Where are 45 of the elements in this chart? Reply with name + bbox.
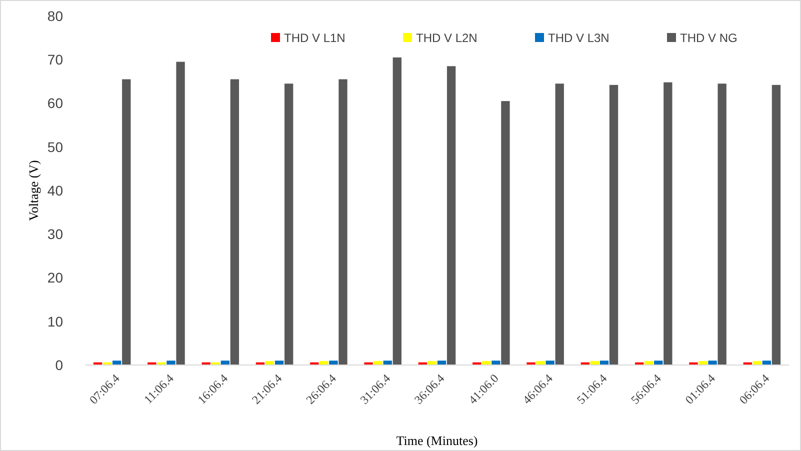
- bar: [664, 82, 672, 365]
- y-tick-label: 70: [47, 52, 64, 68]
- y-tick-label: 10: [47, 313, 64, 330]
- bar: [446, 66, 456, 365]
- bar: [501, 101, 510, 365]
- y-tick-label: 30: [47, 226, 64, 242]
- legend-label: THD V L3N: [548, 31, 610, 46]
- bar: [600, 360, 609, 365]
- x-axis-title: Time (Minutes): [396, 433, 478, 448]
- bar: [698, 361, 708, 365]
- bar: [492, 360, 500, 365]
- bar: [329, 360, 338, 365]
- y-tick-label: 0: [55, 356, 64, 373]
- y-tick-label: 40: [47, 182, 64, 198]
- bar: [392, 57, 402, 365]
- legend-label: THD V NG: [680, 31, 738, 46]
- bar: [220, 360, 230, 365]
- bar: [122, 79, 131, 365]
- legend-label: THD V L2N: [416, 31, 478, 46]
- bar: [320, 361, 328, 365]
- bar: [284, 84, 294, 365]
- bar: [762, 360, 772, 365]
- bar: [112, 360, 122, 365]
- bar: [555, 84, 564, 365]
- y-tick-label: 20: [47, 270, 64, 286]
- bar: [609, 84, 618, 365]
- y-axis-title: Voltage (V): [26, 160, 41, 221]
- bar: [546, 360, 554, 365]
- y-tick-label: 80: [47, 8, 64, 24]
- bar: [230, 79, 240, 365]
- bar: [536, 361, 545, 365]
- y-tick-label: 60: [47, 95, 64, 112]
- bar: [437, 360, 446, 365]
- bar: [654, 360, 663, 365]
- y-tick-label: 50: [47, 138, 64, 155]
- legend-label: THD V L1N: [284, 31, 346, 46]
- bar: [274, 360, 284, 365]
- bar: [772, 84, 781, 365]
- bar: [338, 79, 348, 365]
- bar: [718, 84, 726, 365]
- bar: [374, 361, 382, 365]
- bar: [383, 360, 392, 365]
- bar: [166, 360, 176, 365]
- bar: [708, 360, 717, 365]
- bar: [176, 62, 185, 365]
